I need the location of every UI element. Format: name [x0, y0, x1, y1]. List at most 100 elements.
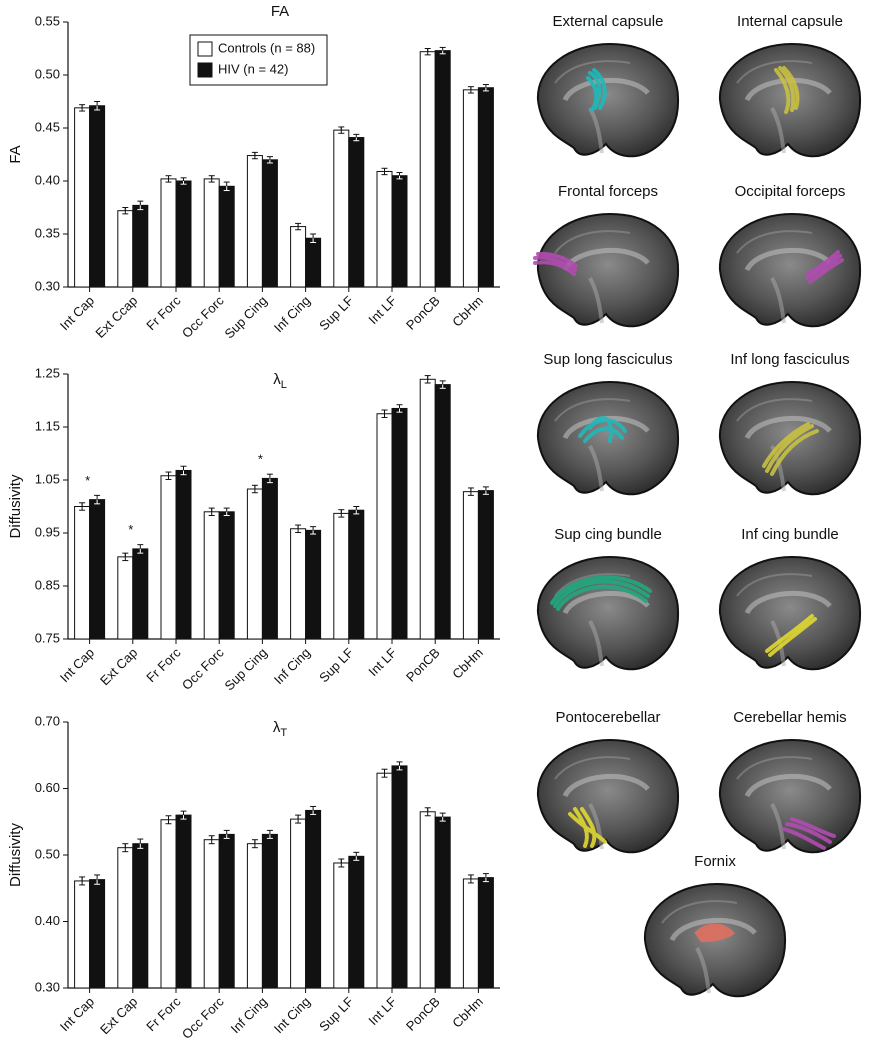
bar — [305, 529, 322, 640]
brain-image — [720, 214, 860, 326]
chart-title: λT — [273, 719, 288, 739]
y-tick-label: 1.25 — [35, 365, 60, 380]
chart-title: FA — [271, 3, 289, 20]
fiber-tract — [550, 575, 652, 611]
bar — [203, 511, 220, 640]
error-bar — [137, 544, 144, 554]
error-bar — [439, 812, 446, 822]
error-bar — [396, 761, 403, 771]
error-bar — [94, 874, 101, 885]
legend-swatch — [197, 62, 213, 78]
bar — [117, 556, 134, 640]
bar — [333, 129, 350, 288]
error-bar — [482, 873, 489, 883]
bar — [419, 378, 436, 640]
y-tick-label: 0.85 — [35, 577, 60, 592]
bar — [175, 469, 192, 640]
fiber-tract — [568, 807, 607, 848]
bar — [434, 816, 451, 989]
bar — [132, 843, 149, 989]
bar — [376, 170, 393, 288]
error-bar — [266, 473, 273, 484]
error-bar — [295, 524, 302, 533]
brain-label: Inf long fasciculus — [730, 351, 849, 368]
brain-image — [533, 214, 678, 326]
brain-label: Fornix — [694, 853, 736, 870]
y-tick-label: 0.55 — [35, 13, 60, 28]
brain-label: External capsule — [553, 13, 664, 30]
error-bar — [165, 815, 172, 825]
y-tick-label: 0.30 — [35, 979, 60, 994]
error-bar — [381, 167, 388, 176]
y-tick-label: 1.15 — [35, 418, 60, 433]
bar — [434, 384, 451, 640]
bar — [391, 175, 408, 288]
error-bar — [338, 126, 345, 134]
error-bar — [223, 507, 230, 517]
fiber-tract — [782, 817, 836, 850]
legend-box — [189, 34, 328, 86]
bar — [477, 490, 494, 640]
error-bar — [482, 486, 489, 495]
bar — [290, 226, 307, 288]
y-tick-label: 0.40 — [35, 913, 60, 928]
error-bar — [353, 506, 360, 515]
error-bar — [295, 814, 302, 824]
bar — [160, 475, 177, 640]
chart-title: λL — [273, 371, 287, 391]
error-bar — [251, 151, 258, 160]
error-bar — [208, 175, 215, 183]
bar — [333, 512, 350, 640]
error-bar — [439, 380, 446, 389]
error-bar — [79, 502, 86, 511]
bar — [203, 178, 220, 288]
y-tick-label: 1.05 — [35, 471, 60, 486]
bar — [261, 159, 278, 288]
error-bar — [353, 851, 360, 861]
bar — [348, 509, 365, 640]
bar — [462, 491, 479, 640]
error-bar — [165, 471, 172, 480]
y-tick-label: 0.50 — [35, 66, 60, 81]
y-axis-title: Diffusivity — [7, 474, 24, 538]
bar — [246, 488, 263, 640]
error-bar — [381, 768, 388, 778]
bar — [246, 155, 263, 288]
chart-title-main: λ — [273, 719, 281, 736]
brain-label: Occipital forceps — [735, 183, 846, 200]
y-tick-label: 0.35 — [35, 225, 60, 240]
fiber-tract — [533, 251, 578, 276]
y-tick-label: 0.60 — [35, 780, 60, 795]
brain-image — [720, 44, 860, 156]
error-bar — [122, 552, 129, 562]
bar — [218, 511, 235, 640]
fiber-tract — [765, 614, 817, 657]
bar — [74, 107, 91, 288]
bar — [376, 413, 393, 640]
error-bar — [338, 858, 345, 868]
error-bar — [310, 526, 317, 535]
brain-label: Frontal forceps — [558, 183, 658, 200]
bar — [462, 89, 479, 288]
error-bar — [137, 838, 144, 849]
bar — [246, 843, 263, 989]
bar — [132, 204, 149, 288]
fiber-tract — [762, 422, 819, 476]
chart-title-main: λ — [273, 371, 281, 388]
bar — [218, 185, 235, 288]
error-bar — [266, 156, 273, 164]
brain-image — [538, 557, 678, 669]
bar — [175, 180, 192, 288]
bar — [175, 814, 192, 989]
error-bar — [424, 807, 431, 817]
error-bar — [467, 487, 474, 496]
bar — [391, 407, 408, 640]
error-bar — [208, 507, 215, 517]
legend-label: HIV (n = 42) — [218, 61, 288, 76]
error-bar — [94, 101, 101, 111]
error-bar — [353, 133, 360, 142]
y-tick-label: 0.45 — [35, 119, 60, 134]
error-bar — [396, 172, 403, 180]
error-bar — [396, 404, 403, 413]
